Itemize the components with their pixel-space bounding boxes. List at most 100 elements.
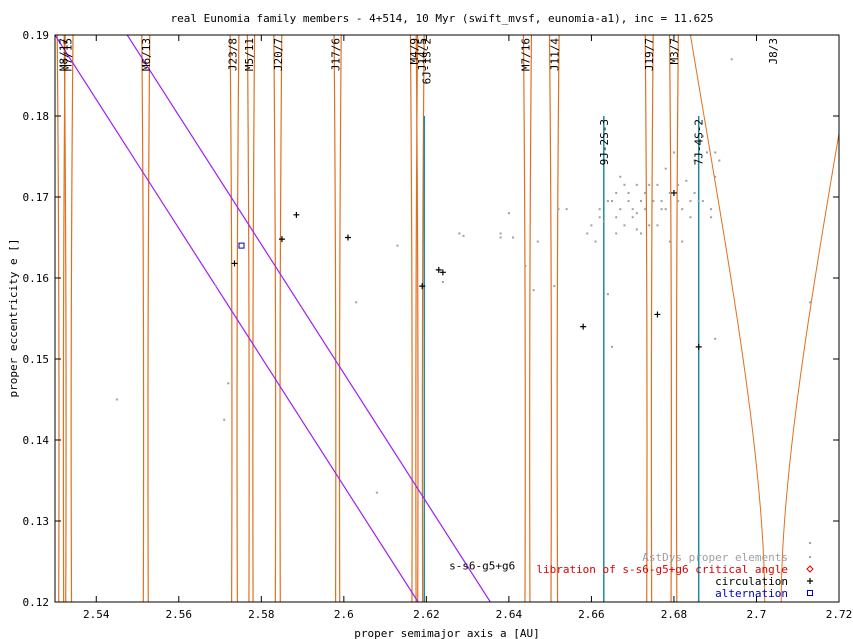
data-point-plus [231,260,238,267]
resonance-border-left [56,35,60,602]
data-point-dot [701,200,704,203]
y-tick-label: 0.13 [23,515,50,528]
data-point-dot [557,208,560,211]
resonance-border-right [279,35,283,602]
data-point-dot [507,212,510,215]
data-point-plus [435,266,442,273]
legend-label: AstDys proper elements [642,551,788,564]
data-point-plus [344,234,351,241]
data-point-dot [639,200,642,203]
data-point-dot [656,224,659,227]
resonance-border-left [668,35,673,602]
data-point-dot [462,234,465,237]
x-tick-label: 2.68 [661,608,688,621]
data-point-dot [644,191,647,194]
data-point-dot [644,208,647,211]
data-point-dot [594,240,597,243]
data-points [115,58,812,494]
data-point-dot [553,285,556,288]
data-point-dot [677,200,680,203]
data-point-dot [701,135,704,138]
data-point-dot [586,232,589,235]
resonance-label: 9J-2S-3 [598,119,611,165]
data-point-dot [590,224,593,227]
resonance-border-left [141,35,145,602]
data-point-dot [565,208,568,211]
data-point-dot [606,293,609,296]
data-point-dot [619,175,622,178]
data-point-dot [375,491,378,494]
legend-marker-plus [807,578,813,584]
x-tick-label: 2.72 [826,608,853,621]
x-tick-label: 2.56 [166,608,193,621]
resonance-border-left [63,35,67,602]
data-point-dot [355,301,358,304]
resonance-border-right [147,35,151,602]
secular-resonance-line [55,35,419,602]
legend-label: circulation [715,575,788,588]
x-tick-label: 2.7 [747,608,767,621]
data-point-dot [660,200,663,203]
resonance-border-right [421,35,425,602]
data-point-dot [710,216,713,219]
legend-marker-square [807,590,813,596]
data-point-dot [714,175,717,178]
y-axis-label: proper eccentricity e [] [7,239,20,398]
data-point-dot [627,200,630,203]
resonance-border-left [409,35,413,602]
resonance-label: J8/3 [767,38,780,65]
resonance-border-right [70,35,74,602]
resonance-border-right [529,35,533,602]
resonance-label: J23/8 [226,38,239,71]
data-point-dot [598,216,601,219]
data-point-dot [689,200,692,203]
y-tick-label: 0.17 [23,191,50,204]
data-point-dot [652,200,655,203]
data-point-dot [499,232,502,235]
data-point-plus [293,211,300,218]
data-point-dot [648,183,651,186]
data-point-dot [611,345,614,348]
resonance-label: M3/7 [668,38,681,65]
data-point-dot [611,200,614,203]
legend-marker-dot [809,556,811,558]
data-point-dot [664,208,667,211]
resonance-label: M7/15 [61,38,74,71]
data-point-dot [693,159,696,162]
teal-resonance-lines [423,116,700,602]
data-point-plus [670,189,677,196]
data-point-dot [714,151,717,154]
y-axis: 0.12 0.13 0.14 0.15 0.16 0.17 0.18 0.19 [23,29,839,609]
resonance-label: M4/9 [408,38,421,65]
data-point-dot [635,228,638,231]
data-point-dot [697,200,700,203]
y-tick-label: 0.16 [23,272,50,285]
resonance-label: 6J-1S-2 [420,38,433,84]
data-point-dot [524,264,527,267]
x-tick-label: 2.6 [334,608,354,621]
data-point-dot [681,208,684,211]
x-tick-label: 2.58 [248,608,275,621]
data-point-dot [664,167,667,170]
data-point-dot [635,212,638,215]
data-point-dot [532,289,535,292]
y-tick-label: 0.15 [23,353,50,366]
data-point-dot [615,191,618,194]
data-point-dot [623,224,626,227]
resonance-border-right [780,130,839,602]
data-point-dot [714,337,717,340]
data-point-plus [654,311,661,318]
data-point-dot [441,281,444,284]
data-point-dot [689,216,692,219]
y-tick-label: 0.18 [23,110,50,123]
data-point-plus [580,323,587,330]
data-point-dot [705,151,708,154]
data-point-dot [656,183,659,186]
resonance-label: M7/16 [519,38,532,71]
data-point-dot [685,179,688,182]
secular-resonance-line [126,35,491,602]
data-point-dot [602,220,605,223]
x-axis-label: proper semimajor axis a [AU] [354,627,539,639]
